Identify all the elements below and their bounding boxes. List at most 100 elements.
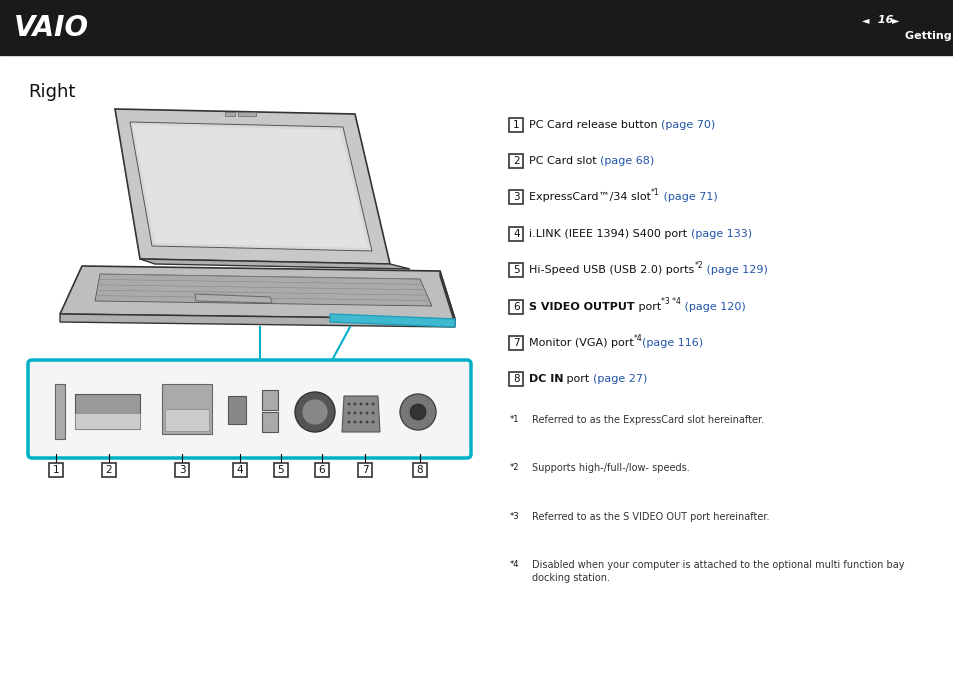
Polygon shape [341, 396, 379, 432]
Text: 1: 1 [52, 465, 59, 475]
Circle shape [365, 402, 368, 406]
Text: DC IN: DC IN [529, 375, 563, 384]
Polygon shape [330, 314, 455, 327]
Text: ExpressCard™/34 slot: ExpressCard™/34 slot [529, 193, 650, 202]
Text: 4: 4 [513, 229, 519, 239]
Text: VAIO: VAIO [14, 13, 89, 42]
Circle shape [365, 412, 368, 415]
Circle shape [347, 412, 350, 415]
FancyBboxPatch shape [102, 463, 116, 477]
FancyBboxPatch shape [509, 118, 523, 131]
Text: 3: 3 [178, 465, 185, 475]
Text: *2: *2 [694, 261, 702, 270]
Text: 2: 2 [513, 156, 519, 166]
Polygon shape [194, 294, 272, 303]
Circle shape [371, 421, 375, 423]
Bar [225, 112, 234, 116]
Circle shape [347, 421, 350, 423]
FancyBboxPatch shape [174, 463, 189, 477]
Text: 7: 7 [513, 338, 519, 348]
FancyBboxPatch shape [509, 227, 523, 241]
Text: Referred to as the S VIDEO OUT port hereinafter.: Referred to as the S VIDEO OUT port here… [532, 512, 769, 522]
Text: port: port [634, 302, 660, 311]
Circle shape [359, 402, 362, 406]
Text: (page 129): (page 129) [702, 266, 767, 275]
Text: Hi-Speed USB (USB 2.0) ports: Hi-Speed USB (USB 2.0) ports [529, 266, 694, 275]
Text: ◄: ◄ [862, 15, 868, 25]
FancyBboxPatch shape [314, 463, 329, 477]
Text: 2: 2 [106, 465, 112, 475]
Polygon shape [60, 314, 455, 327]
Text: *1: *1 [510, 415, 519, 423]
Text: (page 70): (page 70) [660, 120, 715, 129]
Text: 5: 5 [277, 465, 284, 475]
Text: *3: *3 [510, 512, 519, 520]
Bar [228, 396, 246, 424]
Polygon shape [115, 109, 390, 264]
FancyBboxPatch shape [509, 191, 523, 204]
Text: 8: 8 [513, 375, 519, 384]
Text: *2: *2 [510, 463, 519, 472]
Text: (page 68): (page 68) [599, 156, 654, 166]
Text: (page 27): (page 27) [593, 375, 647, 384]
Text: (page 120): (page 120) [680, 302, 744, 311]
Text: 5: 5 [513, 266, 519, 275]
FancyBboxPatch shape [509, 373, 523, 386]
Polygon shape [130, 122, 372, 251]
Circle shape [371, 402, 375, 406]
FancyBboxPatch shape [49, 463, 63, 477]
FancyBboxPatch shape [233, 463, 247, 477]
Text: (page 133): (page 133) [690, 229, 751, 239]
Circle shape [399, 394, 436, 430]
Circle shape [354, 402, 356, 406]
Bar [75, 413, 140, 429]
Text: 3: 3 [513, 193, 519, 202]
Bar [75, 394, 140, 429]
Text: PC Card release button: PC Card release button [529, 120, 660, 129]
Text: (page 116): (page 116) [641, 338, 703, 348]
Text: *4: *4 [633, 334, 641, 342]
Text: i.LINK (IEEE 1394) S400 port: i.LINK (IEEE 1394) S400 port [529, 229, 690, 239]
Text: 6: 6 [513, 302, 519, 311]
Circle shape [347, 402, 350, 406]
Circle shape [354, 412, 356, 415]
Text: *3 *4: *3 *4 [660, 297, 680, 306]
Text: 4: 4 [236, 465, 243, 475]
Bar [237, 112, 255, 116]
Bar [55, 384, 65, 439]
Circle shape [359, 412, 362, 415]
Text: 16: 16 [873, 15, 897, 25]
Text: ►: ► [891, 15, 899, 25]
Text: Monitor (VGA) port: Monitor (VGA) port [529, 338, 633, 348]
Circle shape [294, 392, 335, 432]
Text: Disabled when your computer is attached to the optional multi function bay: Disabled when your computer is attached … [532, 560, 903, 570]
Text: Getting Started: Getting Started [904, 31, 953, 41]
Text: 1: 1 [513, 120, 519, 129]
FancyBboxPatch shape [28, 360, 471, 458]
Bar [165, 409, 209, 431]
FancyBboxPatch shape [509, 300, 523, 313]
Circle shape [410, 404, 426, 420]
Polygon shape [140, 259, 410, 269]
Bar [0, 0, 953, 55]
Bar [262, 412, 277, 432]
Text: Supports high-/full-/low- speeds.: Supports high-/full-/low- speeds. [532, 463, 689, 473]
Circle shape [302, 399, 328, 425]
Circle shape [354, 421, 356, 423]
Text: port: port [563, 375, 593, 384]
Text: docking station.: docking station. [532, 573, 609, 583]
Polygon shape [60, 266, 455, 319]
FancyBboxPatch shape [509, 154, 523, 168]
Circle shape [371, 412, 375, 415]
FancyBboxPatch shape [274, 463, 288, 477]
Circle shape [365, 421, 368, 423]
Text: 8: 8 [416, 465, 423, 475]
Text: *1: *1 [650, 188, 659, 197]
Text: 7: 7 [361, 465, 368, 475]
Text: Referred to as the ExpressCard slot hereinafter.: Referred to as the ExpressCard slot here… [532, 415, 763, 425]
Bar [162, 384, 212, 434]
Polygon shape [132, 125, 368, 248]
FancyBboxPatch shape [413, 463, 427, 477]
Text: 6: 6 [318, 465, 325, 475]
FancyBboxPatch shape [509, 264, 523, 277]
